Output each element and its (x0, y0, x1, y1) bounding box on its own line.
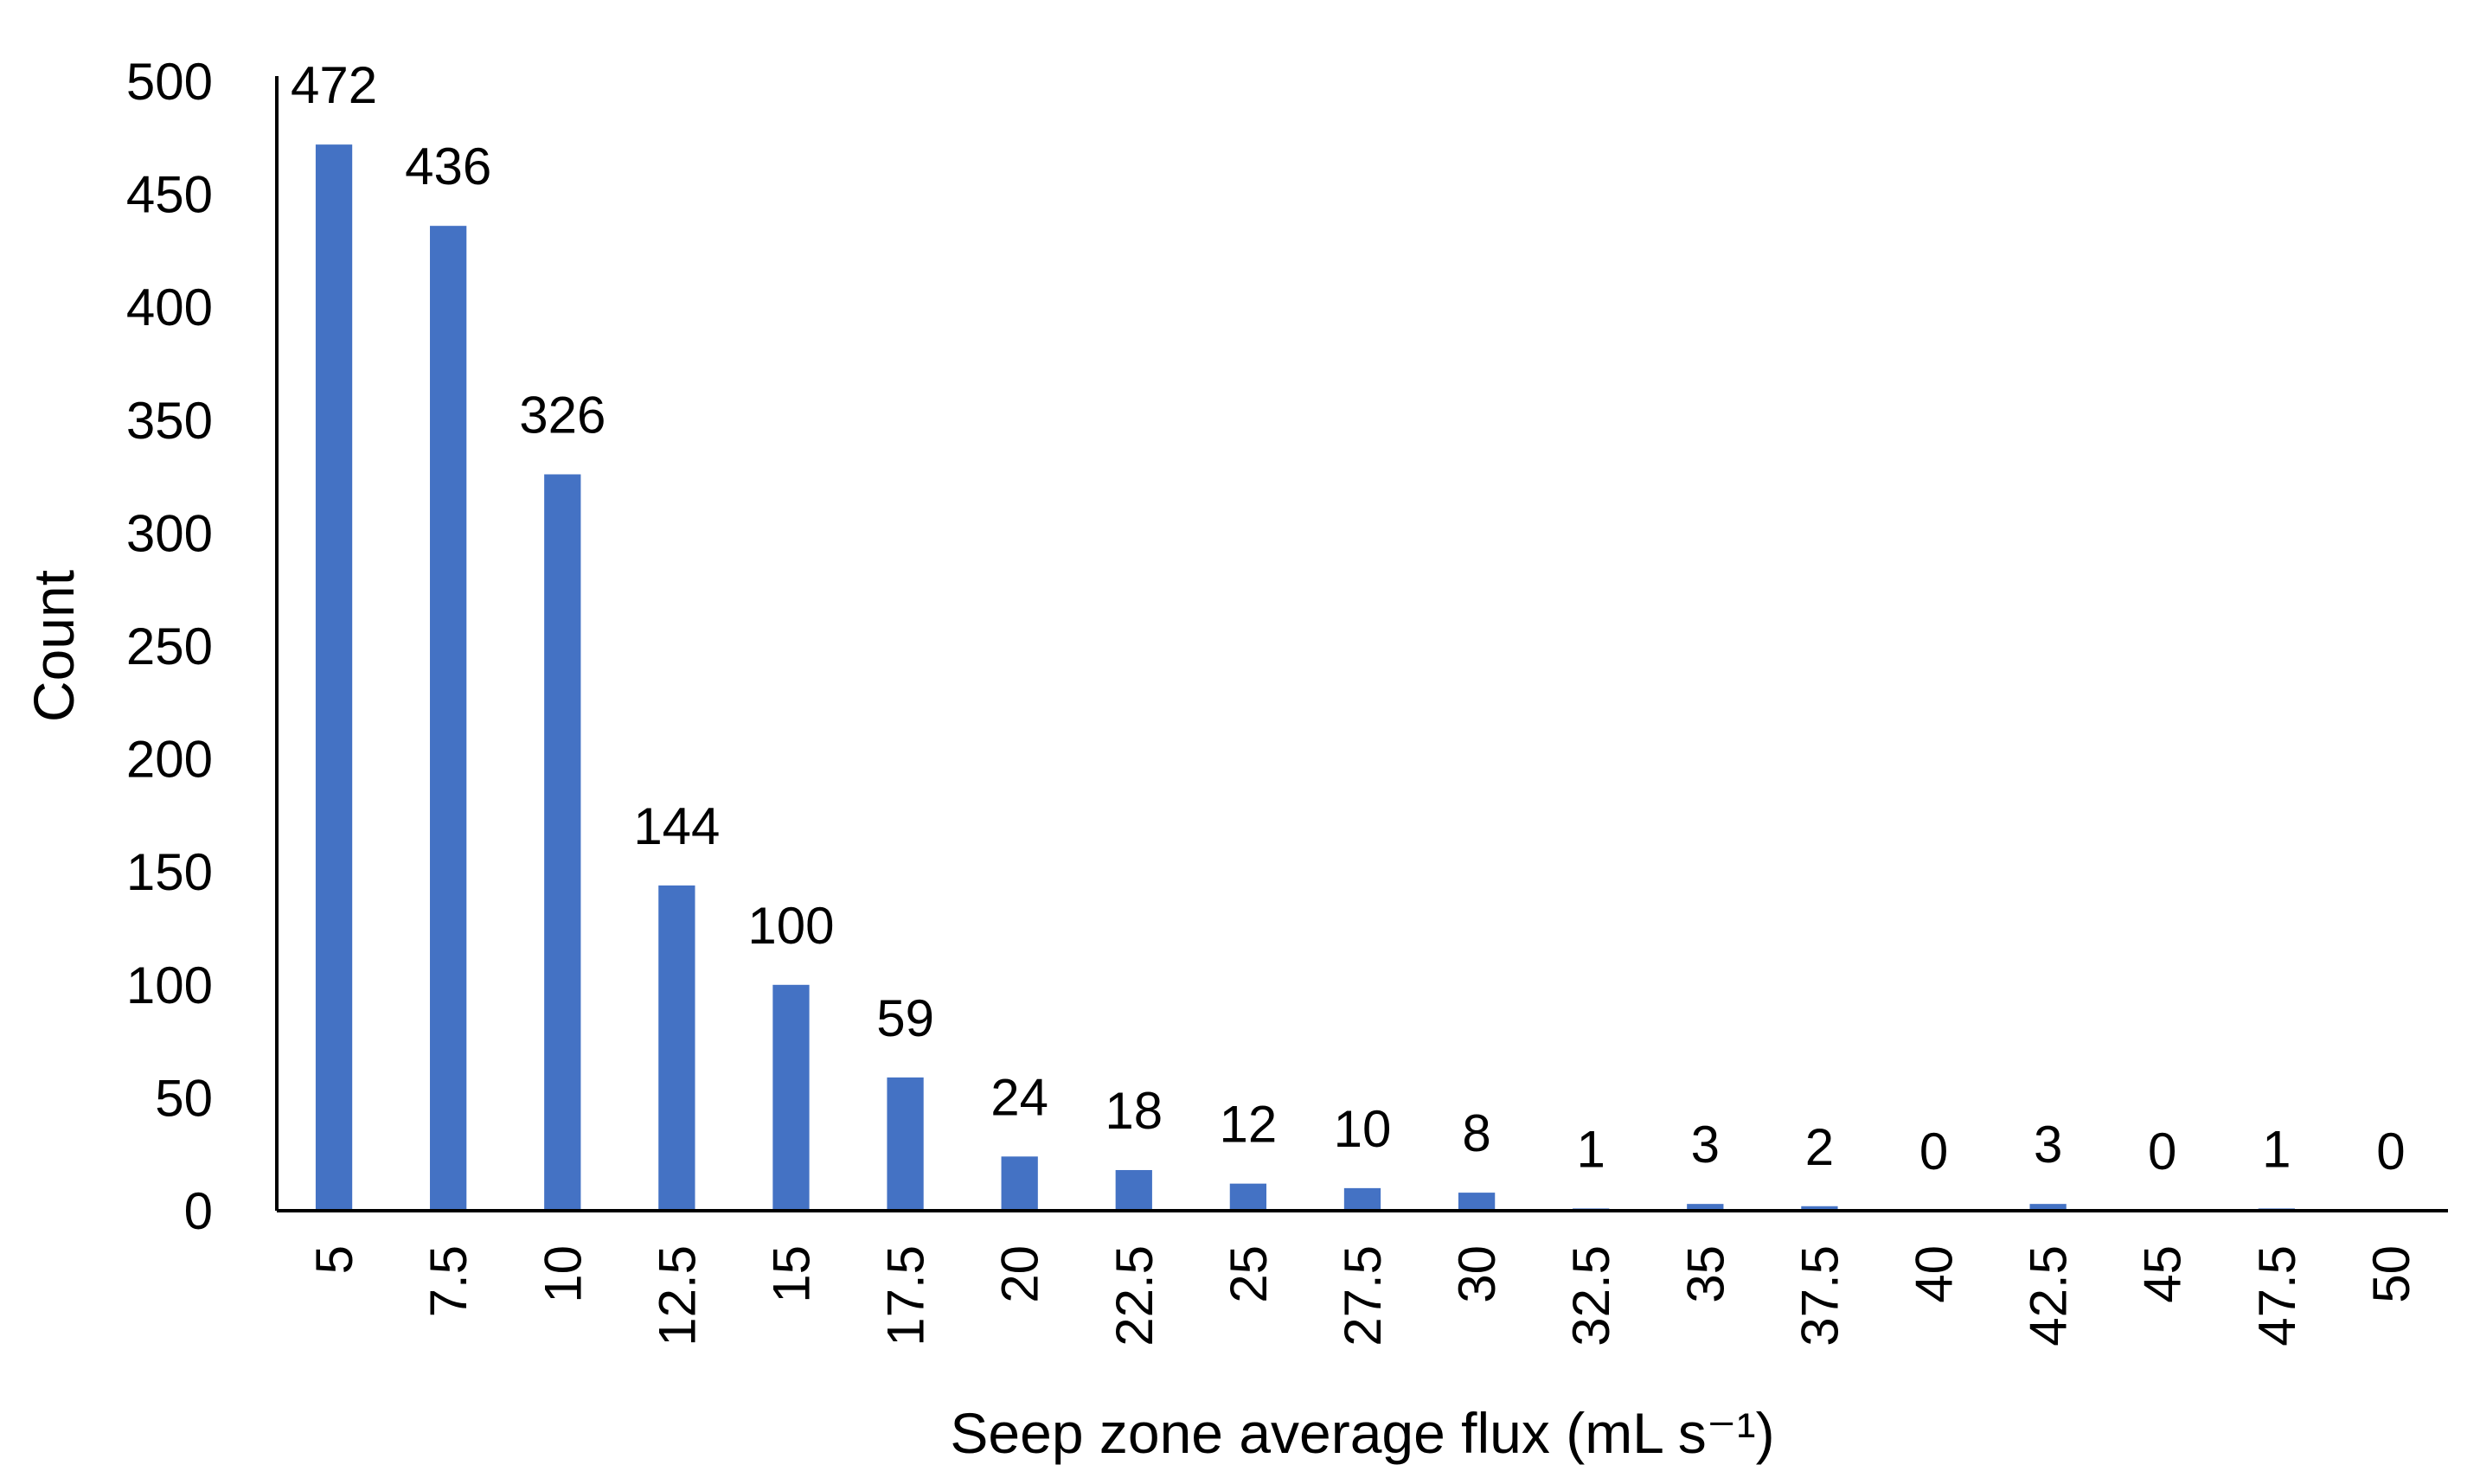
x-tick-label-12.5: 12.5 (648, 1245, 706, 1346)
bar-17.5 (887, 1077, 924, 1211)
data-label-45: 0 (2148, 1123, 2176, 1180)
y-tick-label-500: 500 (126, 53, 213, 111)
data-label-25: 12 (1220, 1096, 1278, 1154)
x-tick-label-5: 5 (305, 1245, 363, 1274)
y-tick-label-450: 450 (126, 166, 213, 224)
data-label-10: 326 (519, 386, 606, 444)
bar-25 (1229, 1183, 1267, 1211)
data-label-5: 472 (291, 56, 377, 114)
bar-15 (772, 984, 810, 1211)
data-label-7.5: 436 (405, 138, 491, 195)
data-label-50: 0 (2376, 1123, 2405, 1180)
y-tick-label-350: 350 (126, 392, 213, 450)
x-tick-label-22.5: 22.5 (1105, 1245, 1163, 1346)
x-tick-label-37.5: 37.5 (1791, 1245, 1849, 1346)
x-axis-ticks: 5 7.5 10 12.5 15 17.5 20 22.5 25 27.5 30 32.5 35 37.5… (305, 1245, 2420, 1346)
x-tick-label-32.5: 32.5 (1562, 1245, 1620, 1346)
x-tick-label-35: 35 (1676, 1245, 1734, 1303)
bar-12.5 (658, 885, 695, 1211)
data-label-40: 0 (1919, 1123, 1948, 1180)
data-label-37.5: 2 (1805, 1118, 1834, 1176)
bar-30 (1458, 1193, 1496, 1211)
y-tick-label-200: 200 (126, 731, 213, 789)
bar-27.5 (1343, 1187, 1381, 1211)
x-tick-label-27.5: 27.5 (1334, 1245, 1392, 1346)
y-tick-label-100: 100 (126, 956, 213, 1014)
y-tick-label-150: 150 (126, 843, 213, 901)
y-tick-label-400: 400 (126, 278, 213, 336)
bar-42.5 (2029, 1204, 2067, 1211)
x-tick-label-30: 30 (1448, 1245, 1506, 1303)
x-tick-label-25: 25 (1220, 1245, 1278, 1303)
y-tick-label-250: 250 (126, 617, 213, 675)
x-tick-label-7.5: 7.5 (420, 1245, 477, 1317)
x-tick-label-20: 20 (991, 1245, 1049, 1303)
y-tick-label-50: 50 (155, 1069, 213, 1127)
data-label-22.5: 18 (1105, 1082, 1163, 1140)
x-tick-label-17.5: 17.5 (877, 1245, 935, 1346)
x-tick-label-10: 10 (534, 1245, 592, 1303)
bars-layer (315, 144, 2295, 1211)
x-tick-label-15: 15 (762, 1245, 820, 1303)
y-tick-label-0: 0 (184, 1182, 213, 1240)
x-tick-label-42.5: 42.5 (2020, 1245, 2078, 1346)
data-label-12.5: 144 (633, 797, 720, 855)
bar-22.5 (1115, 1169, 1152, 1211)
bar-20 (1001, 1156, 1038, 1211)
data-label-27.5: 10 (1334, 1100, 1392, 1158)
x-axis-title: Seep zone average flux (mL s⁻¹) (950, 1401, 1774, 1465)
y-axis-title: Count (22, 570, 86, 722)
x-tick-label-45: 45 (2134, 1245, 2192, 1303)
data-label-17.5: 59 (876, 989, 934, 1047)
data-label-30: 8 (1462, 1104, 1490, 1162)
bar-7.5 (430, 226, 467, 1211)
data-label-15: 100 (747, 897, 834, 955)
data-label-35: 3 (1691, 1116, 1720, 1174)
data-label-32.5: 1 (1577, 1120, 1605, 1178)
bar-37.5 (1801, 1206, 1838, 1211)
y-axis-ticks: 0 50 100 150 200 250 300 350 400 450 500 (126, 53, 213, 1240)
y-tick-label-300: 300 (126, 504, 213, 562)
bar-10 (544, 474, 581, 1211)
x-tick-label-40: 40 (1906, 1245, 1964, 1303)
x-tick-label-50: 50 (2362, 1245, 2420, 1303)
data-label-47.5: 1 (2262, 1120, 2291, 1178)
x-tick-label-47.5: 47.5 (2248, 1245, 2306, 1346)
bar-35 (1687, 1204, 1724, 1211)
bar-5 (315, 144, 353, 1211)
data-label-20: 24 (990, 1068, 1048, 1126)
data-label-42.5: 3 (2034, 1116, 2062, 1174)
